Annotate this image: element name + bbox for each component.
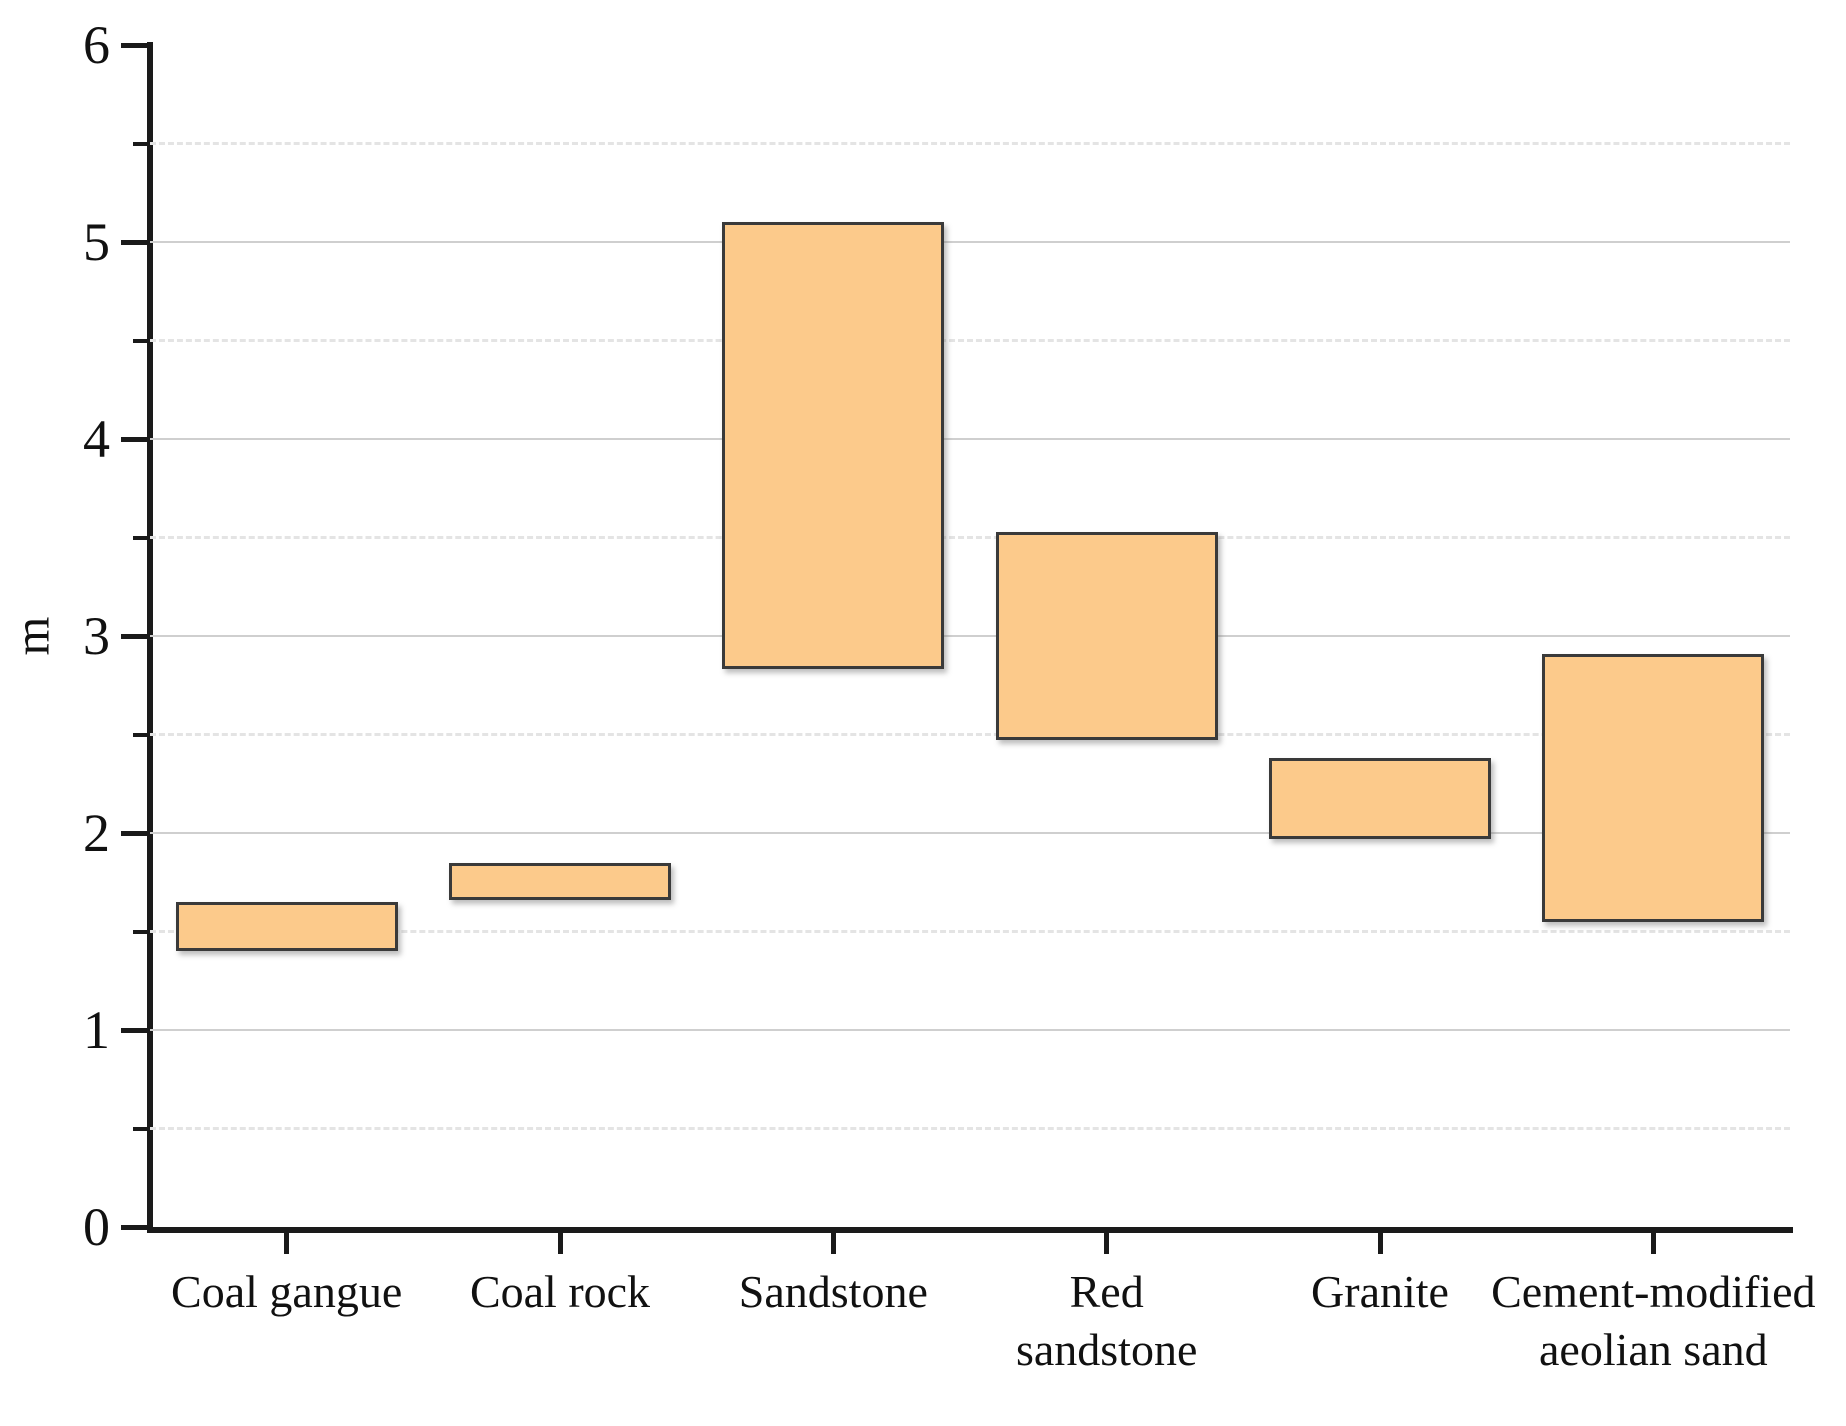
x-tick [557, 1230, 563, 1254]
bar-sandstone [722, 222, 945, 670]
gridline-minor [150, 733, 1790, 736]
x-tick [1377, 1230, 1383, 1254]
gridline-minor [150, 1127, 1790, 1130]
gridline-major [150, 438, 1790, 440]
x-category-label-coal-gangue: Coal gangue [171, 1266, 403, 1317]
x-category-label-granite: Granite [1311, 1266, 1449, 1317]
x-tick [1650, 1230, 1656, 1254]
y-minor-tick [133, 732, 147, 737]
y-minor-tick [133, 929, 147, 934]
y-minor-tick [133, 141, 147, 146]
bar-granite [1269, 758, 1491, 839]
gridline-minor [150, 339, 1790, 342]
y-axis-line [147, 42, 153, 1233]
bar-coal-rock [449, 862, 671, 900]
y-tick-label: 3 [83, 606, 110, 666]
bar-coal-gangue [175, 901, 398, 952]
y-major-tick [121, 436, 147, 442]
x-category-label-sandstone: Sandstone [738, 1266, 928, 1317]
y-tick-label: 6 [83, 15, 110, 75]
y-major-tick [121, 830, 147, 836]
gridline-major [150, 1029, 1790, 1031]
x-category-label-red-sandstone: Red sandstone [1015, 1266, 1198, 1375]
y-tick-label: 1 [83, 1000, 110, 1060]
y-major-tick [121, 1027, 147, 1033]
x-axis-line [147, 1227, 1793, 1233]
y-minor-tick [133, 535, 147, 540]
x-tick [830, 1230, 836, 1254]
y-minor-tick [133, 338, 147, 343]
gridline-major [150, 241, 1790, 243]
gridline-minor [150, 142, 1790, 145]
y-major-tick [121, 633, 147, 639]
y-tick-label: 2 [83, 803, 110, 863]
gridline-minor [150, 930, 1790, 933]
x-category-label-cement-modified-aeolian-sand: Cement-modified aeolian sand [1491, 1266, 1816, 1375]
gridline-major [150, 832, 1790, 834]
y-major-tick [121, 239, 147, 245]
x-tick [1104, 1230, 1110, 1254]
y-tick-label: 5 [83, 212, 110, 272]
y-major-tick [121, 1224, 147, 1230]
gridline-major [150, 635, 1790, 637]
y-tick-label: 0 [83, 1197, 110, 1257]
bar-cement-modified-aeolian-sand [1542, 653, 1765, 922]
y-tick-label: 4 [83, 409, 110, 469]
gridline-minor [150, 536, 1790, 539]
x-category-label-coal-rock: Coal rock [469, 1266, 651, 1317]
y-major-tick [121, 42, 147, 48]
bar-red-sandstone [995, 531, 1218, 741]
y-minor-tick [133, 1126, 147, 1131]
x-tick [284, 1230, 290, 1254]
